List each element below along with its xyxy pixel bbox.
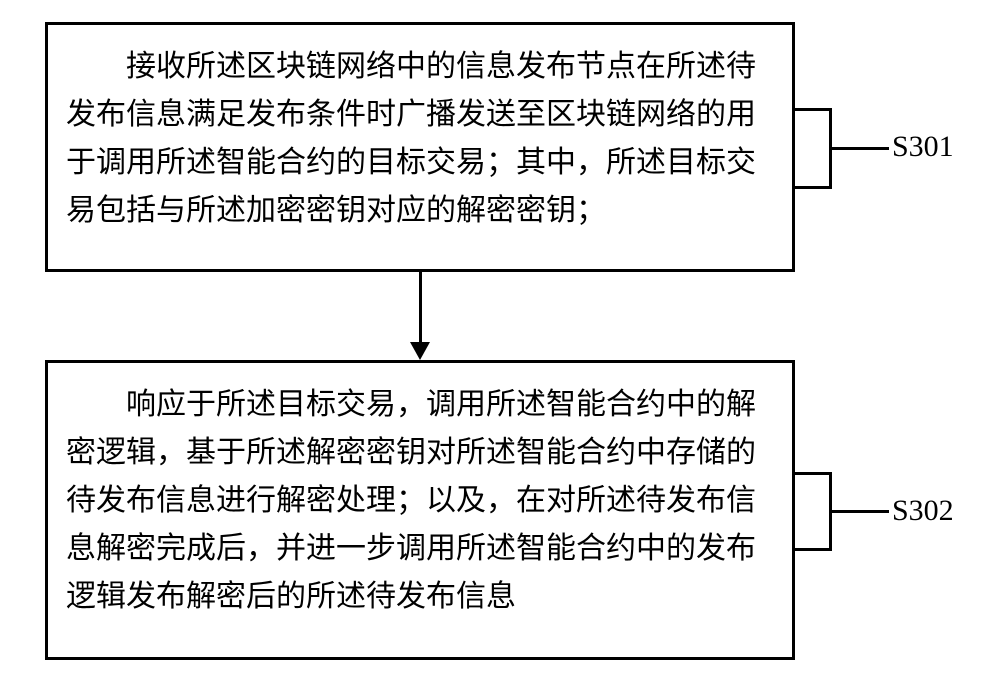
arrow-line — [419, 272, 422, 342]
flowchart-canvas: 接收所述区块链网络中的信息发布节点在所述待发布信息满足发布条件时广播发送至区块链… — [0, 0, 1000, 682]
step-box-s302: 响应于所述目标交易，调用所述智能合约中的解密逻辑，基于所述解密密钥对所述智能合约… — [45, 360, 795, 660]
step-text-s301: 接收所述区块链网络中的信息发布节点在所述待发布信息满足发布条件时广播发送至区块链… — [48, 25, 792, 235]
step-box-s301: 接收所述区块链网络中的信息发布节点在所述待发布信息满足发布条件时广播发送至区块链… — [45, 22, 795, 272]
step-text-s302: 响应于所述目标交易，调用所述智能合约中的解密逻辑，基于所述解密密钥对所述智能合约… — [48, 363, 792, 621]
step-label-s301: S301 — [892, 130, 954, 164]
step-label-s302: S302 — [892, 494, 954, 528]
arrow-head-down-icon — [410, 342, 430, 360]
